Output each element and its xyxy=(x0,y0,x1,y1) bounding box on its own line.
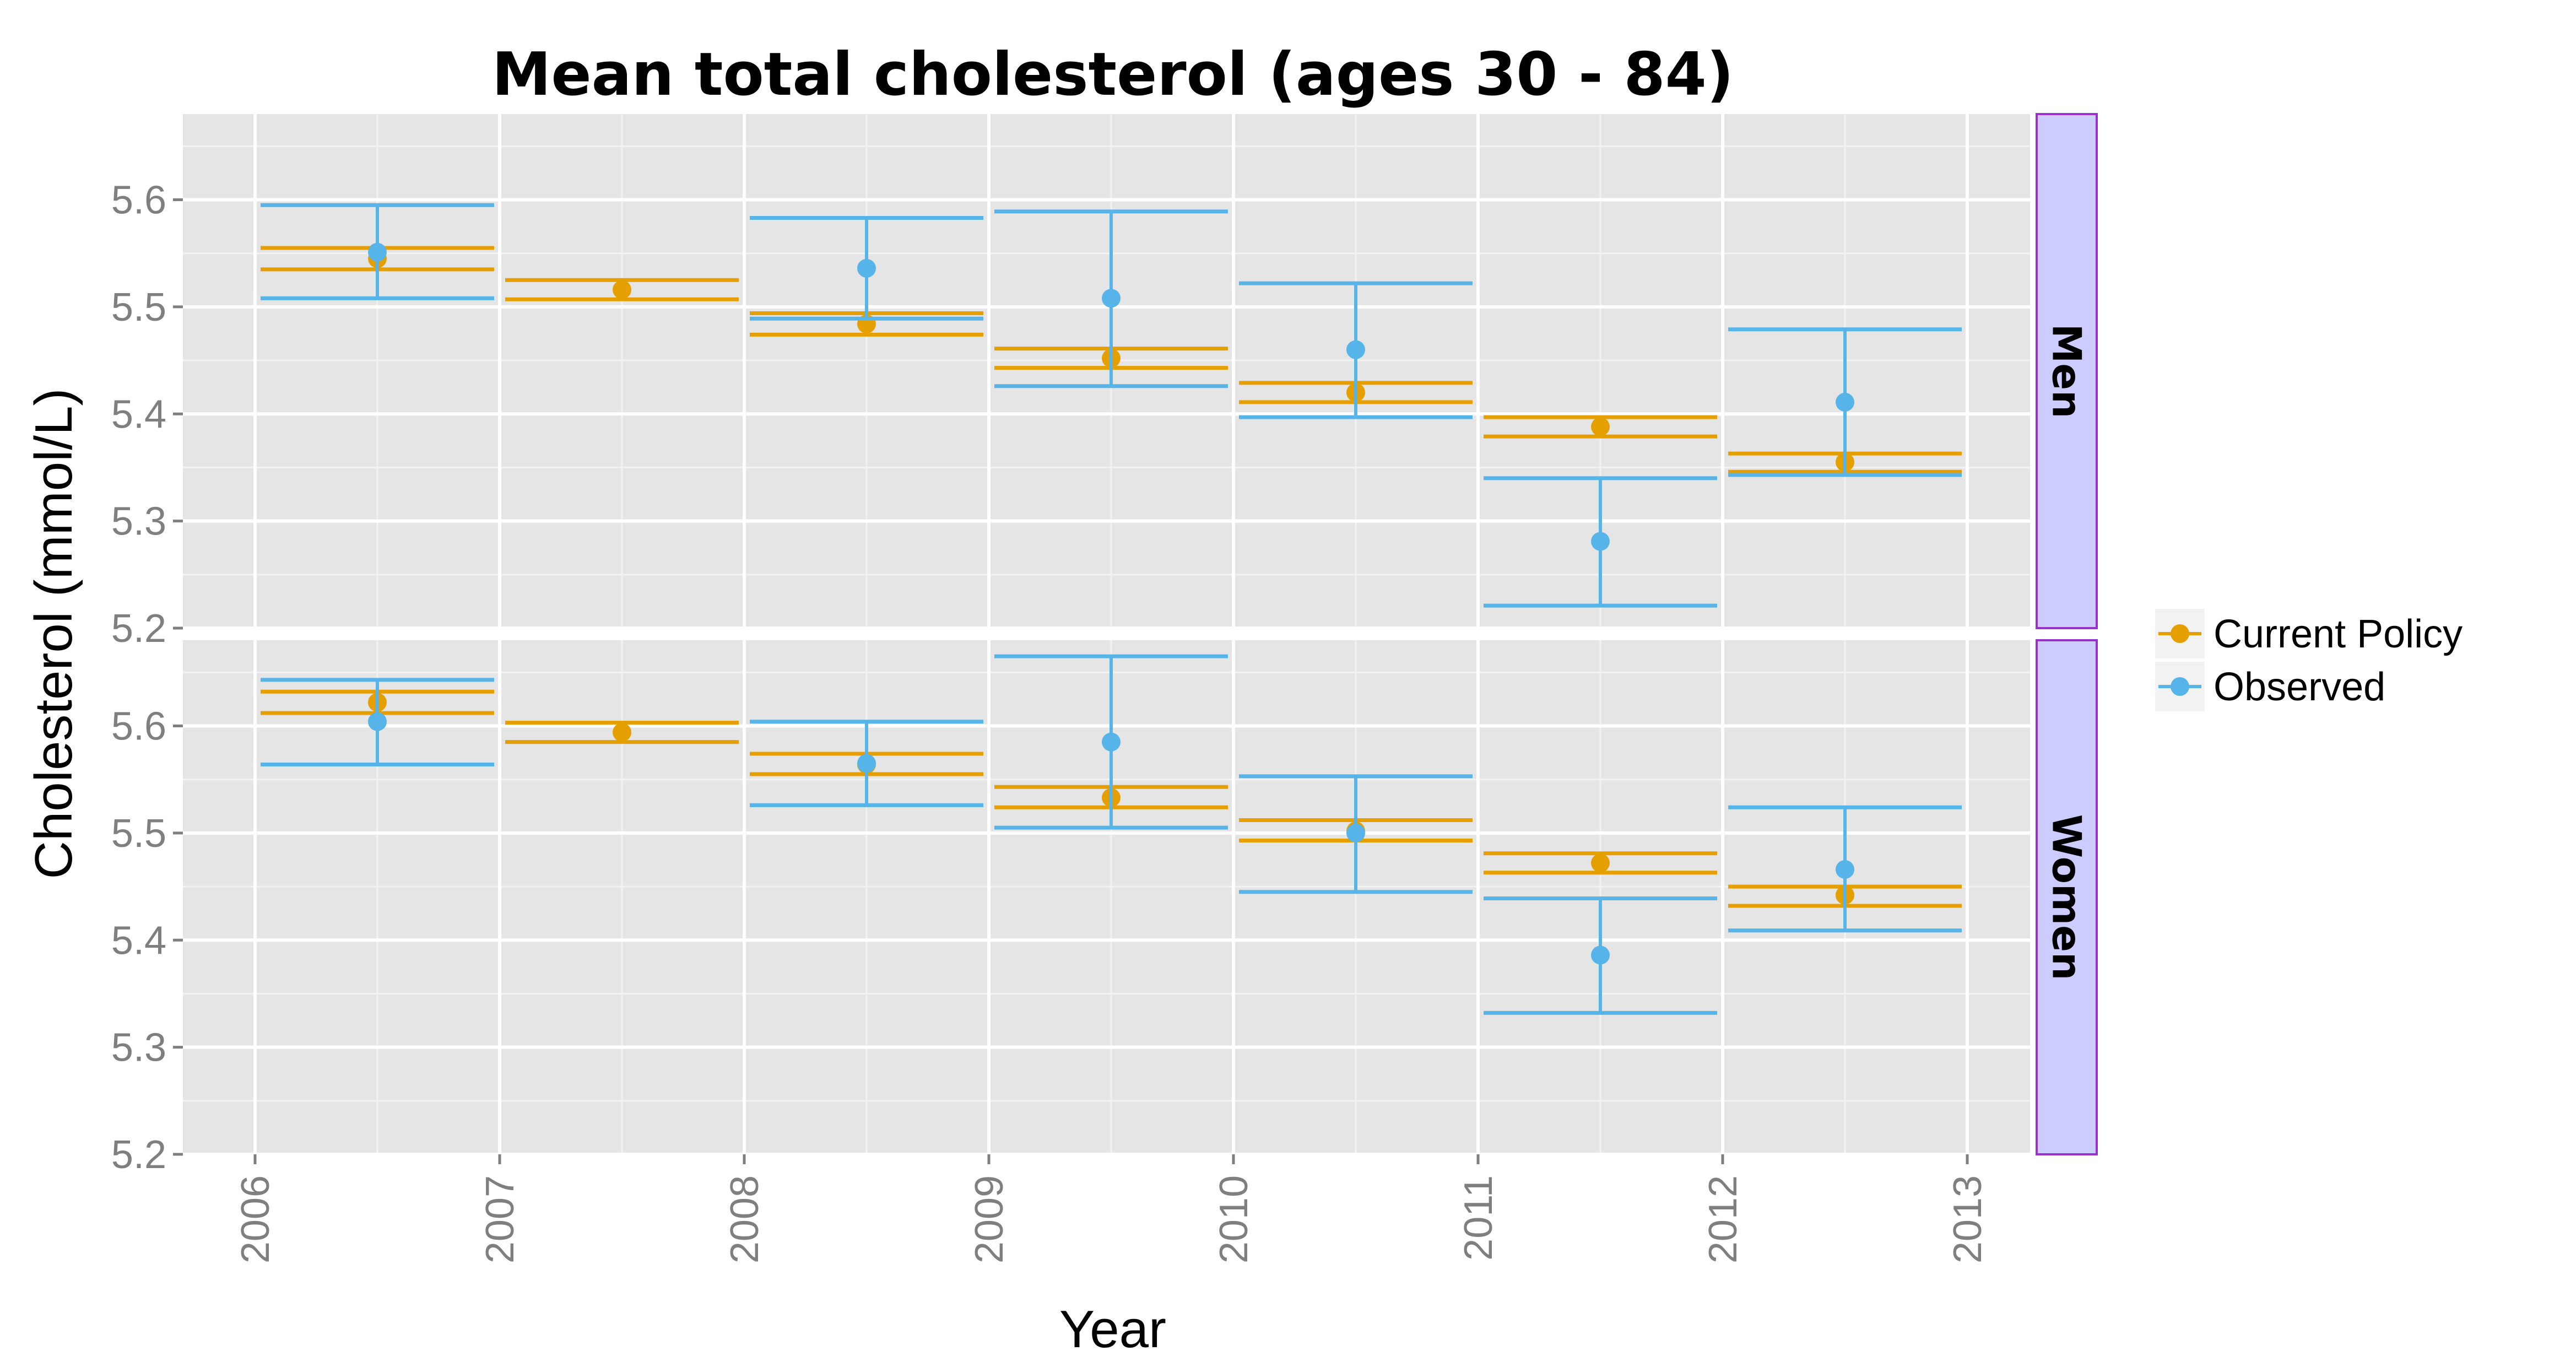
y-tick-label: 5.3 xyxy=(111,500,166,544)
data-point xyxy=(1346,823,1365,842)
facet-strip-background xyxy=(2036,639,2098,1155)
chart-title: Mean total cholesterol (ages 30 - 84) xyxy=(492,40,1734,109)
x-tick-label: 2007 xyxy=(478,1175,522,1263)
facet-strip-label: Men xyxy=(2044,324,2090,419)
legend-key-point xyxy=(2171,677,2189,696)
panels: 5.2 5.3 5.4 5.5 5.6 Men 5.2 5.3 5.4 5.5 5.6 Women xyxy=(111,113,2098,1177)
y-tick-label: 5.5 xyxy=(111,285,166,329)
data-point xyxy=(1102,732,1121,752)
panel-women: 5.2 5.3 5.4 5.5 5.6 Women xyxy=(111,639,2098,1177)
legend-label: Current Policy xyxy=(2214,612,2463,656)
y-tick-label: 5.4 xyxy=(111,918,166,963)
x-axis-title: Year xyxy=(1059,1300,1166,1359)
data-point xyxy=(1346,340,1365,359)
y-tick-label: 5.5 xyxy=(111,812,166,856)
data-point xyxy=(857,754,876,773)
legend-key-point xyxy=(2171,624,2189,643)
legend-label: Observed xyxy=(2214,665,2385,709)
panel-men: 5.2 5.3 5.4 5.5 5.6 Men xyxy=(111,113,2098,651)
y-tick-label: 5.4 xyxy=(111,392,166,436)
y-tick-label: 5.6 xyxy=(111,705,166,749)
legend: Current Policy Observed xyxy=(2155,609,2463,711)
x-tick-label: 2008 xyxy=(723,1175,767,1263)
y-tick-label: 5.3 xyxy=(111,1026,166,1070)
data-point xyxy=(368,242,387,262)
x-tick-label: 2012 xyxy=(1701,1175,1745,1263)
facet-strip-label: Women xyxy=(2044,814,2090,980)
x-tick-label: 2013 xyxy=(1946,1175,1990,1263)
data-point xyxy=(1836,392,1854,412)
data-point xyxy=(613,280,631,299)
data-point xyxy=(1591,853,1610,873)
facet-strip-background xyxy=(2036,113,2098,629)
y-tick-label: 5.6 xyxy=(111,179,166,223)
facet-strip-women: Women xyxy=(2036,639,2098,1155)
x-tick-label: 2009 xyxy=(967,1175,1011,1263)
facet-strip-men: Men xyxy=(2036,113,2098,629)
data-point xyxy=(1102,289,1121,308)
x-tick-label: 2011 xyxy=(1457,1175,1501,1261)
y-axis-title: Cholesterol (mmol/L) xyxy=(24,388,83,879)
series-observed xyxy=(261,203,1962,608)
data-point xyxy=(857,258,876,278)
data-point xyxy=(1591,532,1610,551)
data-point xyxy=(1591,417,1610,436)
data-point xyxy=(1836,860,1854,879)
x-axis: 2006 2007 2008 2009 2010 2011 2012 2013 xyxy=(234,1154,1990,1263)
legend-item-current-policy: Current Policy xyxy=(2155,609,2463,658)
series-observed xyxy=(261,654,1962,1015)
data-point xyxy=(368,712,387,731)
panel-background xyxy=(183,640,2030,1154)
y-tick-label: 5.2 xyxy=(111,1133,166,1177)
data-point xyxy=(1591,945,1610,965)
x-tick-label: 2010 xyxy=(1212,1175,1256,1263)
data-point xyxy=(613,723,631,742)
panel-background xyxy=(183,114,2030,628)
y-tick-label: 5.2 xyxy=(111,607,166,651)
x-tick-label: 2006 xyxy=(234,1175,278,1263)
legend-item-observed: Observed xyxy=(2155,662,2385,711)
